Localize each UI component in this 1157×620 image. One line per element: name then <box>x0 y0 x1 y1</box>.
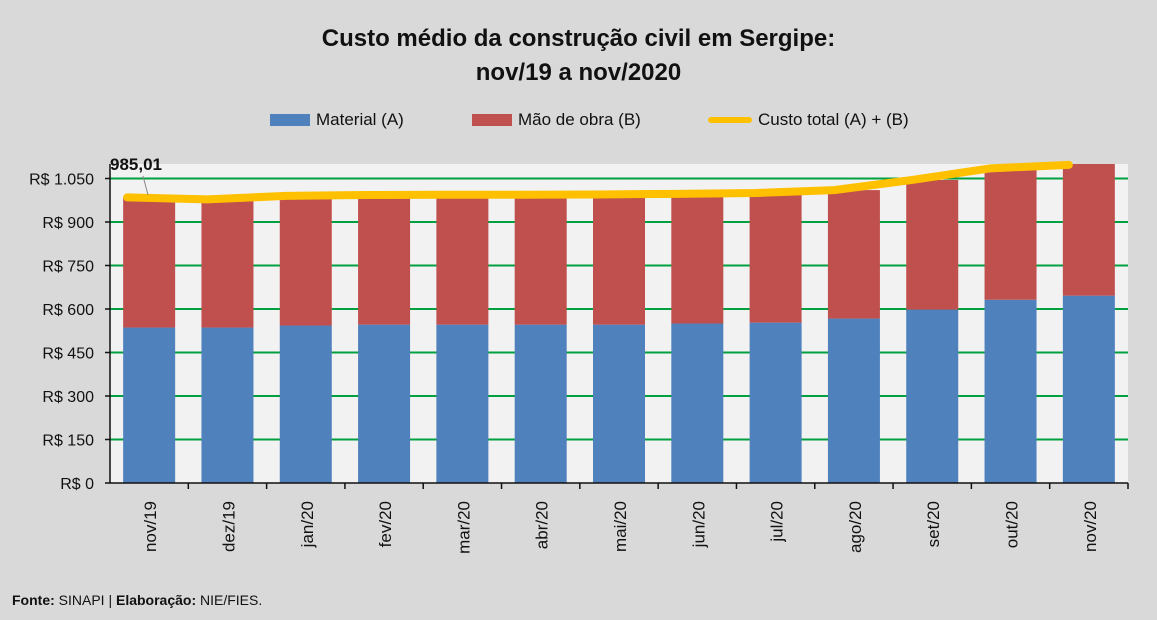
source-value: SINAPI | <box>58 592 113 608</box>
made-value: NIE/FIES. <box>200 592 263 608</box>
bar-material <box>749 322 802 483</box>
legend-label-total: Custo total (A) + (B) <box>758 110 909 129</box>
x-tick-label: fev/20 <box>376 501 395 547</box>
bar-labor <box>671 193 724 324</box>
legend-item-material: Material (A) <box>270 110 404 130</box>
bar-material <box>671 323 724 483</box>
legend-label-labor: Mão de obra (B) <box>518 110 641 129</box>
bar-labor <box>123 197 176 328</box>
x-tick-label: dez/19 <box>219 501 238 552</box>
x-tick-label: abr/20 <box>533 501 552 549</box>
x-tick-label: jun/20 <box>689 501 708 548</box>
bar-labor <box>201 199 254 328</box>
x-tick-label: jul/20 <box>768 501 787 543</box>
footer-source: Fonte: SINAPI | Elaboração: NIE/FIES. <box>12 592 262 608</box>
y-tick-label: R$ 1.050 <box>29 172 94 189</box>
bar-material <box>827 318 880 483</box>
chart-title: Custo médio da construção civil em Sergi… <box>0 22 1157 90</box>
source-label: Fonte: <box>12 592 55 608</box>
made-label: Elaboração: <box>115 592 197 608</box>
x-tick-label: nov/20 <box>1081 501 1100 552</box>
x-tick-label: jan/20 <box>298 501 317 548</box>
y-tick-label: R$ 600 <box>42 302 94 319</box>
x-tick-label: ago/20 <box>846 501 865 553</box>
y-tick-label: R$ 300 <box>42 389 94 406</box>
bar-labor <box>1062 164 1115 296</box>
bar-labor <box>514 194 567 325</box>
bar-material <box>358 324 411 483</box>
x-tick-label: set/20 <box>924 501 943 547</box>
bar-labor <box>279 195 332 326</box>
legend-swatch-material <box>270 114 310 126</box>
bar-material <box>279 325 332 483</box>
data-label-leader <box>142 175 149 196</box>
y-tick-label: R$ 150 <box>42 433 94 450</box>
bar-material <box>201 327 254 483</box>
bar-labor <box>827 190 880 319</box>
y-tick-label: R$ 750 <box>42 259 94 276</box>
bar-material <box>514 324 567 483</box>
legend-label-material: Material (A) <box>316 110 404 129</box>
chart-title-line2: nov/19 a nov/2020 <box>475 59 682 86</box>
data-label-total: 985,01 <box>110 155 162 174</box>
bar-labor <box>906 179 959 310</box>
bar-labor <box>436 194 489 325</box>
x-tick-label: nov/19 <box>141 501 160 552</box>
bar-labor <box>984 168 1037 300</box>
x-tick-label: mai/20 <box>611 501 630 552</box>
y-tick-label: R$ 450 <box>42 346 94 363</box>
chart-title-line1: Custo médio da construção civil em Sergi… <box>321 25 836 52</box>
legend-item-total: Custo total (A) + (B) <box>708 110 909 130</box>
legend-swatch-total <box>708 117 752 123</box>
bar-material <box>593 324 645 483</box>
bar-labor <box>358 195 411 325</box>
bar-material <box>1062 295 1115 483</box>
bar-material <box>906 309 959 483</box>
x-tick-label: out/20 <box>1003 501 1022 548</box>
bar-labor <box>749 193 802 323</box>
y-tick-label: R$ 0 <box>60 476 94 493</box>
chart-legend: Material (A) Mão de obra (B) Custo total… <box>0 110 1157 132</box>
bar-material <box>123 327 176 483</box>
y-tick-label: R$ 900 <box>42 215 94 232</box>
bar-labor <box>593 194 645 325</box>
legend-item-labor: Mão de obra (B) <box>472 110 641 130</box>
bar-material <box>984 299 1037 483</box>
legend-swatch-labor <box>472 114 512 126</box>
bar-material <box>436 324 489 483</box>
x-tick-label: mar/20 <box>454 501 473 554</box>
